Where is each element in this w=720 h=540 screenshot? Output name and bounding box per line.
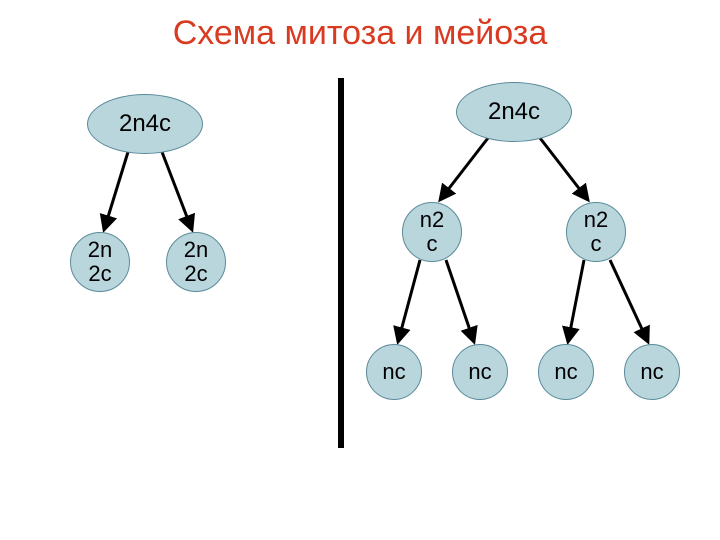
node-me_ll: nc: [366, 344, 422, 400]
arrow: [440, 138, 488, 200]
node-me_lr: nc: [452, 344, 508, 400]
diagram-title: Схема митоза и мейоза: [0, 14, 720, 53]
arrow: [540, 138, 588, 200]
arrow: [568, 260, 584, 342]
node-me_r1: n2 c: [566, 202, 626, 262]
node-me_rl: nc: [538, 344, 594, 400]
arrow: [162, 152, 192, 230]
arrow: [446, 260, 474, 342]
center-divider: [338, 78, 344, 448]
node-me_l1: n2 c: [402, 202, 462, 262]
arrow: [610, 260, 648, 342]
arrow: [398, 260, 420, 342]
node-m_right: 2n 2c: [166, 232, 226, 292]
node-m_left: 2n 2c: [70, 232, 130, 292]
arrow: [104, 152, 128, 230]
node-me_root: 2n4c: [456, 82, 572, 142]
node-me_rr: nc: [624, 344, 680, 400]
node-m_root: 2n4c: [87, 94, 203, 154]
